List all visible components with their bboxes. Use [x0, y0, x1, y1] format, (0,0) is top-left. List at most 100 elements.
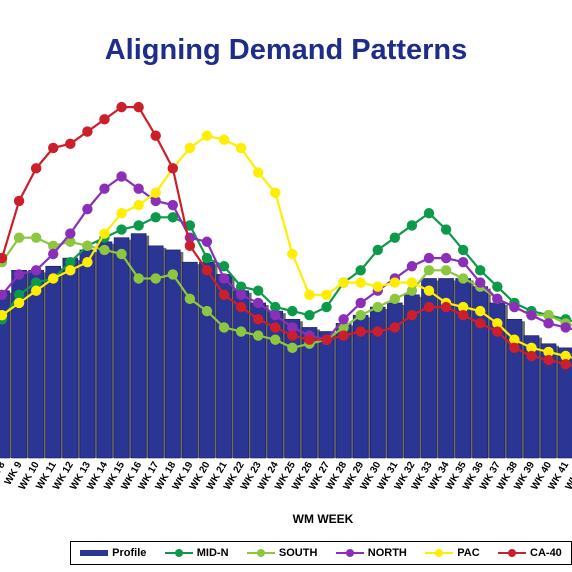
data-point: [560, 322, 571, 333]
bar: [62, 257, 81, 459]
data-point: [150, 212, 161, 223]
legend-item: SOUTH: [246, 547, 318, 559]
bar: [472, 286, 491, 459]
data-point: [13, 289, 25, 300]
data-point: [253, 285, 264, 296]
data-point: [99, 183, 110, 194]
data-point: [287, 322, 298, 333]
bar-body: [62, 257, 79, 459]
bar-body: [523, 335, 540, 459]
data-point: [82, 126, 93, 137]
data-point: [30, 265, 42, 276]
data-point: [543, 310, 554, 321]
data-point: [65, 138, 76, 150]
data-point: [526, 310, 537, 321]
data-point: [372, 244, 383, 256]
data-point: [99, 228, 110, 239]
data-point: [389, 277, 401, 288]
data-point: [423, 301, 435, 313]
legend-line-swatch: [498, 548, 527, 558]
data-point: [440, 265, 452, 276]
data-point: [0, 289, 8, 300]
bar-body: [318, 331, 335, 459]
data-point: [167, 163, 178, 174]
data-point: [218, 273, 230, 284]
data-point: [65, 228, 76, 239]
legend-label: SOUTH: [278, 547, 318, 559]
bar-body: [182, 261, 198, 459]
data-point: [133, 183, 144, 194]
legend-item: MID-N: [164, 547, 229, 559]
data-point: [304, 289, 315, 300]
data-point: [184, 240, 196, 252]
data-point: [150, 130, 161, 141]
data-point: [389, 322, 401, 333]
data-point: [560, 358, 571, 370]
legend-item: CA-40: [498, 547, 562, 559]
data-point: [423, 265, 435, 276]
bar-body: [267, 310, 284, 459]
bar-body: [421, 278, 437, 459]
bar: [216, 274, 235, 459]
data-point: [372, 326, 383, 337]
data-point: [475, 318, 486, 329]
data-point: [82, 240, 93, 252]
data-point: [270, 310, 281, 321]
bar-body: [301, 327, 318, 459]
data-point: [492, 281, 503, 292]
data-point: [304, 310, 315, 321]
data-point: [235, 301, 247, 313]
data-point: [389, 293, 401, 305]
data-point: [253, 330, 264, 341]
bar: [284, 318, 303, 459]
data-point: [526, 350, 537, 362]
data-point: [338, 277, 349, 288]
data-point: [184, 220, 196, 231]
x-axis-title: WM WEEK: [292, 512, 354, 526]
data-point: [218, 289, 230, 300]
data-point: [270, 301, 281, 313]
data-point: [235, 326, 247, 337]
bar-body: [165, 249, 181, 459]
data-point: [0, 252, 8, 264]
data-point: [13, 297, 25, 309]
bar-body: [233, 290, 249, 459]
data-point: [509, 334, 520, 345]
bar-body: [113, 237, 130, 459]
data-point: [253, 314, 264, 325]
data-point: [133, 220, 144, 231]
data-point: [218, 261, 230, 272]
legend-item: NORTH: [335, 547, 407, 559]
data-point: [184, 293, 196, 305]
data-point: [492, 326, 503, 337]
data-point: [406, 220, 418, 231]
data-point: [475, 305, 486, 317]
bar-body: [216, 274, 232, 459]
data-point: [543, 354, 554, 366]
bar: [318, 331, 338, 459]
data-point: [457, 256, 469, 268]
data-point: [116, 224, 127, 235]
data-point: [0, 310, 8, 321]
data-point: [65, 256, 76, 268]
bar-body: [199, 261, 215, 459]
bar-body: [506, 318, 523, 459]
data-point: [133, 273, 144, 284]
data-point: [65, 265, 76, 276]
data-point: [13, 269, 25, 280]
data-point: [133, 199, 144, 211]
data-point: [355, 265, 366, 276]
legend-item: Profile: [80, 547, 146, 559]
data-point: [13, 232, 25, 243]
data-point: [543, 346, 554, 358]
data-point: [116, 248, 127, 260]
legend-label: PAC: [457, 547, 480, 559]
bar: [250, 302, 269, 459]
legend-bar-swatch: [80, 548, 109, 558]
data-point: [167, 199, 178, 211]
data-point: [150, 273, 161, 284]
bar: [540, 343, 560, 459]
data-point: [30, 285, 42, 296]
data-point: [338, 322, 349, 333]
data-point: [440, 224, 452, 235]
